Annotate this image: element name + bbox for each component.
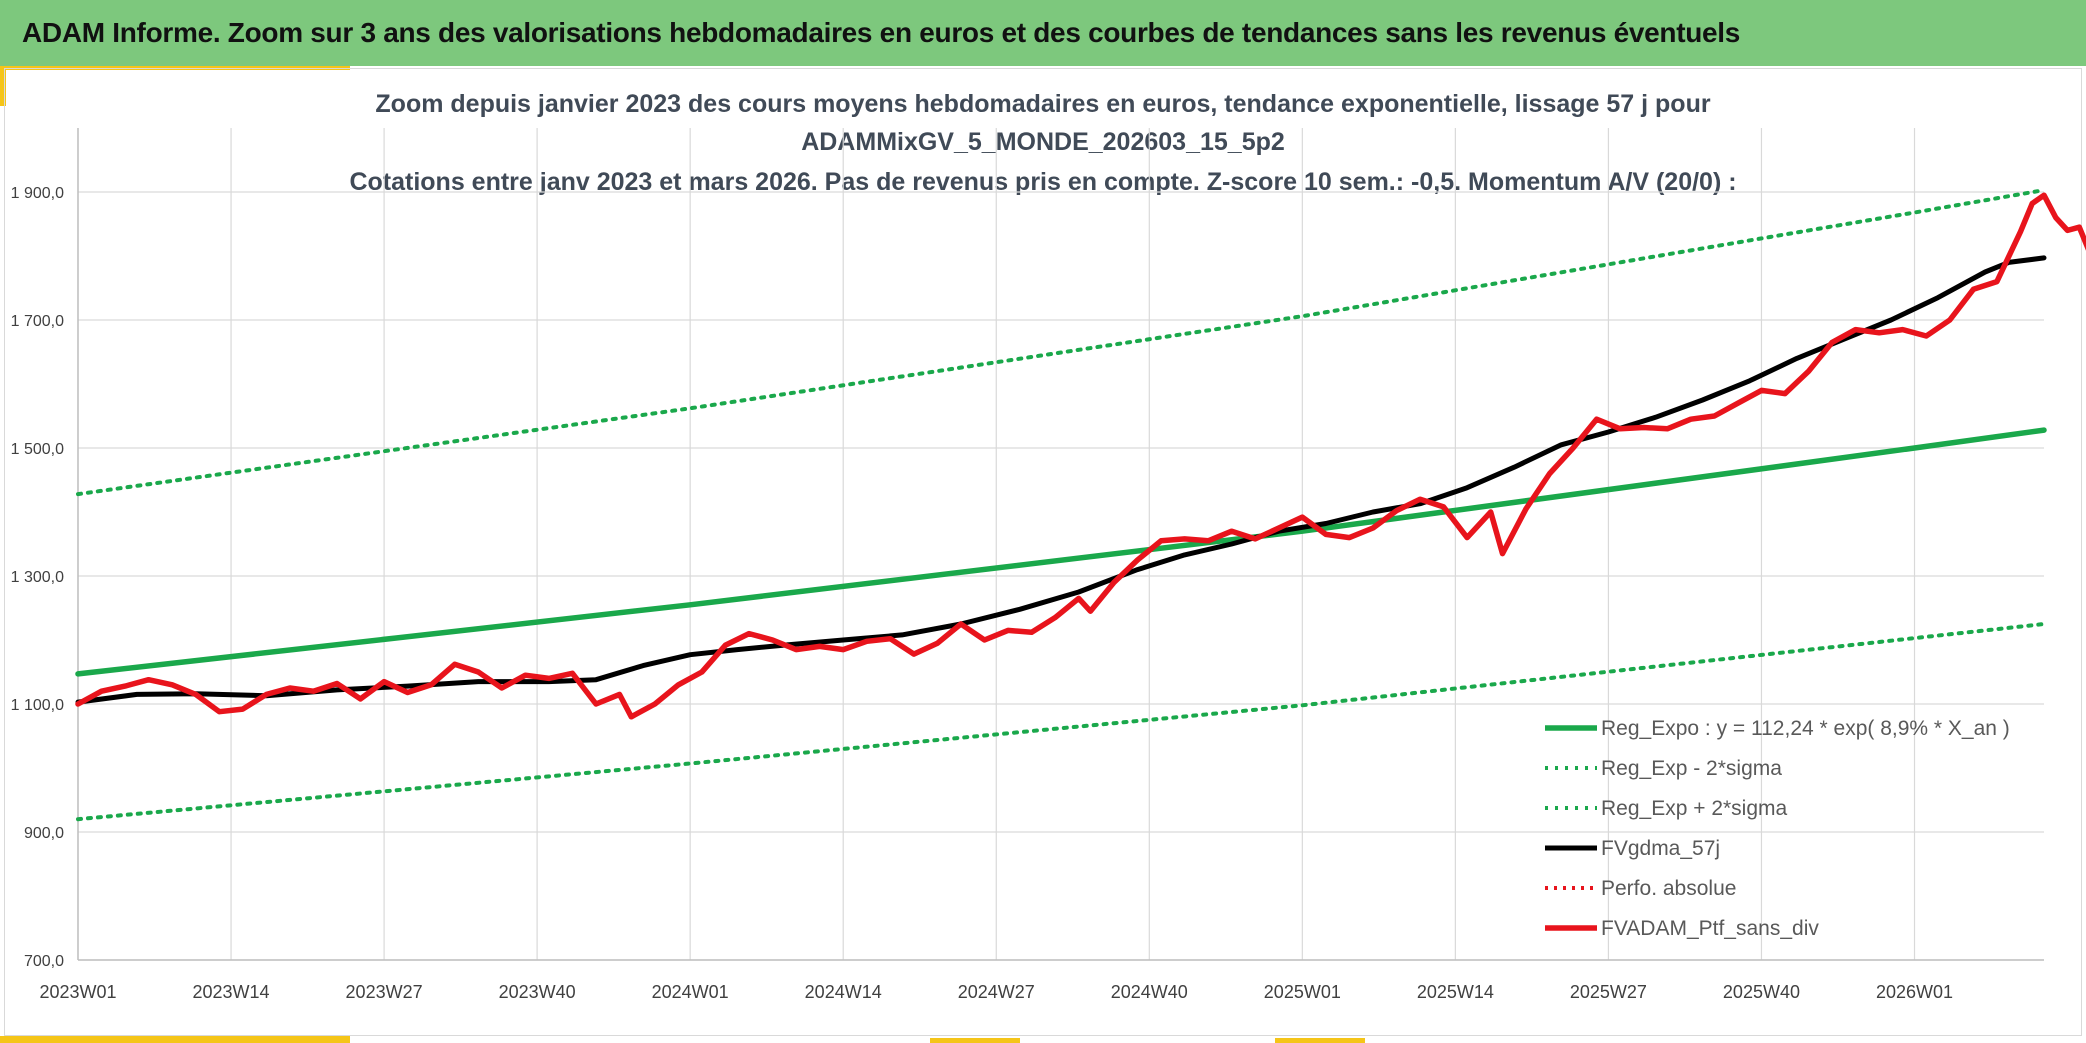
series-reg-exp-plus-2sigma: [76, 188, 2046, 497]
x-tick-label: 2024W27: [958, 982, 1035, 1002]
page-title: ADAM Informe. Zoom sur 3 ans des valoris…: [22, 17, 1741, 48]
x-tick-label: 2024W40: [1111, 982, 1188, 1002]
accent-bar-left: [0, 66, 6, 106]
legend-entry: Perfo. absolue: [1601, 877, 1736, 900]
x-tick-label: 2024W01: [652, 982, 729, 1002]
y-tick-label: 1 700,0: [11, 313, 64, 330]
legend-entry: FVgdma_57j: [1601, 837, 1720, 860]
x-tick-label: 2023W27: [346, 982, 423, 1002]
y-tick-label: 1 100,0: [11, 697, 64, 714]
y-tick-label: 1 900,0: [11, 185, 64, 202]
x-tick-label: 2023W40: [499, 982, 576, 1002]
x-tick-label: 2025W01: [1264, 982, 1341, 1002]
x-tick-label: 2024W14: [805, 982, 882, 1002]
y-tick-label: 1 300,0: [11, 569, 64, 586]
y-tick-label: 1 500,0: [11, 441, 64, 458]
legend-entry: Reg_Exp + 2*sigma: [1601, 797, 1788, 820]
accent-bar-bottom-3: [1275, 1038, 1365, 1043]
x-tick-label: 2023W14: [193, 982, 270, 1002]
x-tick-label: 2026W01: [1876, 982, 1953, 1002]
legend-entry: Reg_Expo : y = 112,24 * exp( 8,9% * X_an…: [1601, 717, 2010, 740]
chart-title-line-2: ADAMMixGV_5_MONDE_202603_15_5p2: [801, 128, 1285, 156]
chart-frame: [4, 68, 2082, 1036]
series-reg-expo: [75, 427, 2047, 677]
y-tick-label: 700,0: [24, 953, 64, 970]
series-fvgdma-57j: [75, 255, 2047, 705]
x-tick-label: 2025W14: [1417, 982, 1494, 1002]
legend-entry: FVADAM_Ptf_sans_div: [1601, 917, 1819, 940]
x-tick-label: 2025W40: [1723, 982, 1800, 1002]
header-banner: ADAM Informe. Zoom sur 3 ans des valoris…: [0, 0, 2086, 66]
accent-bar-bottom-2: [930, 1038, 1020, 1043]
accent-bar-bottom: [0, 1036, 350, 1043]
legend-entry: Reg_Exp - 2*sigma: [1601, 757, 1782, 780]
x-tick-label: 2025W27: [1570, 982, 1647, 1002]
chart-title-line-1: Zoom depuis janvier 2023 des cours moyen…: [375, 90, 1711, 118]
series-fvadam-ptf: [75, 192, 2086, 720]
series-reg-exp-minus-2sigma: [76, 622, 2046, 822]
chart-title-line-3: Cotations entre janv 2023 et mars 2026. …: [349, 168, 1737, 196]
y-tick-label: 900,0: [24, 825, 64, 842]
x-tick-label: 2023W01: [39, 982, 116, 1002]
